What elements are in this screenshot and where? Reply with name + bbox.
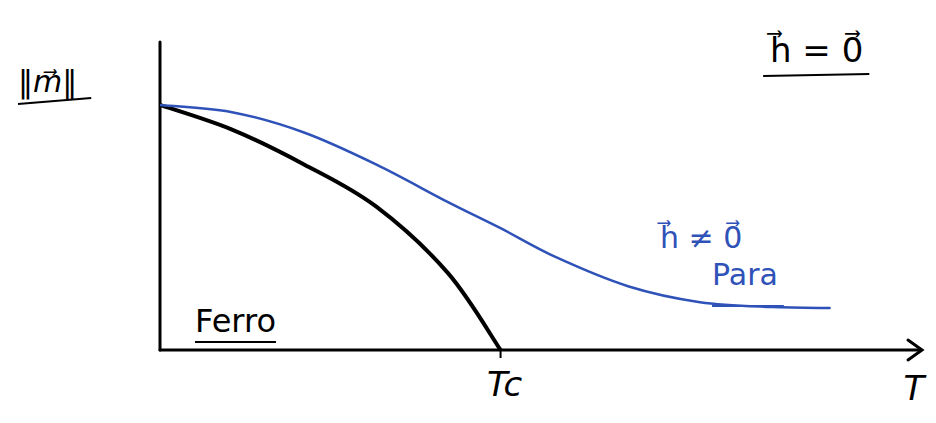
series-label: h⃗ = 0⃗ xyxy=(767,30,863,70)
annotation-underline xyxy=(712,305,784,307)
x-tick-label: Tc xyxy=(487,364,523,404)
y-axis-label: ‖m⃗‖ xyxy=(18,64,77,100)
y-axis xyxy=(159,42,162,350)
x-axis-arrow xyxy=(908,340,922,360)
chart: Tc T ‖m⃗‖ h⃗ = 0⃗ h⃗ ≠ 0⃗ Ferro Para xyxy=(0,0,936,423)
annotation: Ferro xyxy=(195,302,276,340)
annotation: Para xyxy=(712,257,778,292)
x-tick xyxy=(500,350,502,358)
x-axis-label: T xyxy=(904,368,927,408)
series-label: h⃗ ≠ 0⃗ xyxy=(657,220,743,255)
label-underline xyxy=(763,74,869,76)
series-line xyxy=(160,105,830,308)
x-axis xyxy=(160,349,920,352)
series-line xyxy=(160,105,501,350)
annotation-underline xyxy=(195,341,276,343)
y-label-underline xyxy=(18,98,91,104)
plot-area xyxy=(160,105,830,350)
